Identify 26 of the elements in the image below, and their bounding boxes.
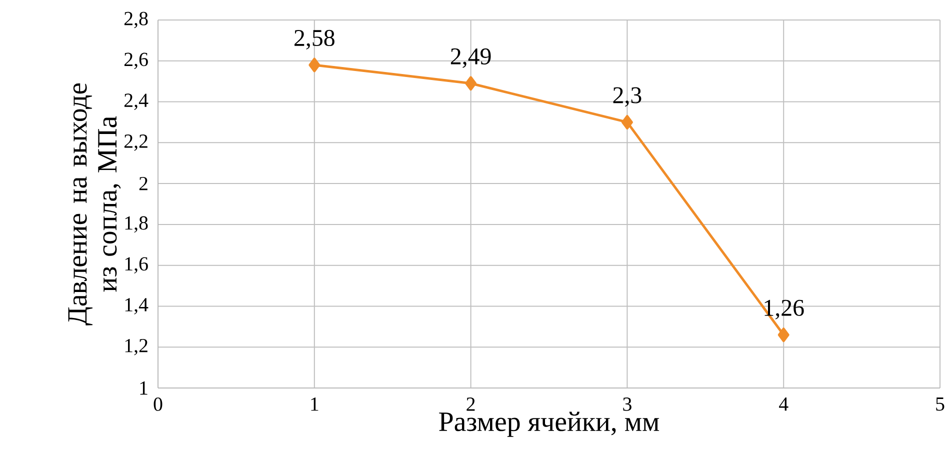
data-label: 1,26 (764, 300, 804, 320)
point (465, 76, 477, 91)
x-tick-label: 1 (311, 397, 318, 411)
y-tick-label: 1,4 (125, 298, 148, 314)
x-tick-label: 4 (779, 398, 788, 411)
y-tick-label: 1 (140, 381, 148, 395)
y-tick-label: 2 (139, 176, 148, 190)
y-axis-title: Давление на выходе из сопла, МПа (68, 83, 121, 326)
y-tick-label: 2,2 (124, 134, 148, 151)
data-label: 2,58 (294, 30, 334, 50)
point (778, 328, 790, 342)
point (308, 58, 320, 72)
x-tick-label: 3 (623, 398, 632, 411)
y-tick-label: 2,6 (124, 52, 148, 70)
y-tick-label: 1,6 (125, 257, 148, 274)
data-label: 2,49 (450, 48, 491, 68)
x-tick-label: 0 (154, 398, 162, 411)
data-label: 2,3 (613, 87, 642, 107)
x-axis-title: Размер ячейки, мм (439, 412, 660, 437)
y-tick-label: 2,4 (124, 94, 148, 110)
x-tick-label: 2 (466, 398, 475, 411)
y-tick-label: 2,8 (124, 12, 148, 28)
point (621, 114, 633, 130)
x-tick-label: 5 (936, 397, 944, 411)
y-tick-label: 1,8 (125, 216, 148, 233)
y-tick-label: 1,2 (125, 338, 148, 356)
